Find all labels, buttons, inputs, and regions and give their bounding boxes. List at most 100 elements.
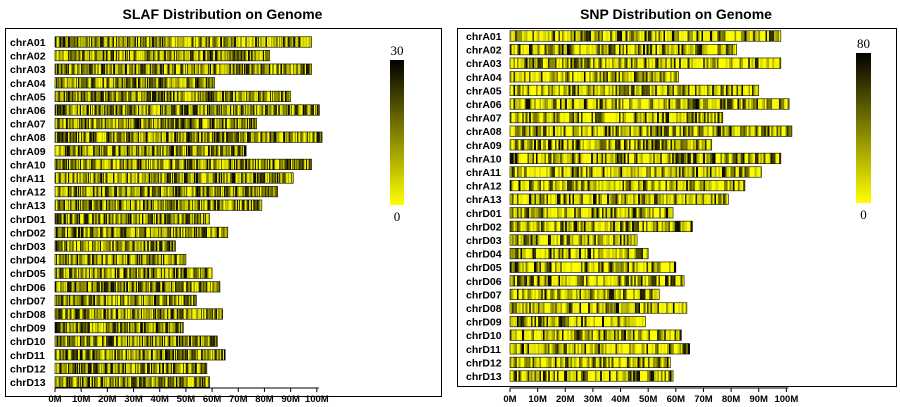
chromosome-bar: [54, 158, 312, 170]
chromosome-bar: [54, 322, 184, 334]
chromosome-label: chrD09: [466, 317, 502, 329]
chromosome-label: chrA12: [10, 187, 46, 199]
colorbar: [856, 53, 871, 203]
chromosome-label: chrD05: [10, 268, 46, 280]
chromosome-label: chrD02: [10, 227, 46, 239]
x-tick-label: 80M: [722, 394, 741, 405]
chromosome-bar: [54, 376, 210, 388]
chromosome-label: chrA07: [466, 113, 502, 125]
chromosome-bar: [509, 152, 782, 164]
chromosome-label: chrD10: [466, 330, 502, 342]
chromosome-bar: [54, 294, 197, 306]
x-tick-label: 50M: [177, 394, 196, 405]
chromosome-bar: [54, 186, 278, 198]
chromosome-bar: [54, 63, 312, 75]
chromosome-label: chrD06: [466, 276, 502, 288]
chromosome-label: chrA05: [466, 85, 502, 97]
chromosome-bar: [54, 362, 208, 374]
snp-panel: SNP Distribution on Genome 80 0 chrA01 chrA…: [452, 0, 900, 407]
chromosome-label: chrA10: [10, 159, 46, 171]
chromosome-label: chrA08: [10, 132, 46, 144]
x-tick-label: 70M: [694, 394, 713, 405]
chromosome-label: chrD01: [10, 214, 46, 226]
chromosome-label: chrD11: [466, 344, 501, 356]
chromosome-label: chrD08: [466, 303, 502, 315]
chromosome-label: chrD12: [10, 363, 46, 375]
x-tick-label: 50M: [639, 394, 658, 405]
chromosome-bar: [509, 71, 679, 83]
chromosome-bar: [509, 57, 782, 69]
x-tick-label: 0M: [48, 394, 61, 405]
chromosome-bar: [54, 254, 187, 266]
chromosome-bar: [509, 220, 693, 232]
x-tick-label: 20M: [98, 394, 117, 405]
chromosome-label: chrA03: [466, 58, 502, 70]
x-tick-label: 40M: [611, 394, 630, 405]
chromosome-bar: [509, 139, 713, 151]
chromosome-bar: [509, 207, 674, 219]
chromosome-label: chrA04: [466, 72, 502, 84]
chromosome-bar: [54, 118, 257, 130]
chromosome-label: chrD05: [466, 262, 502, 274]
chromosome-bar: [509, 356, 671, 368]
x-tick-label: 90M: [749, 394, 768, 405]
chromosome-label: chrA02: [10, 51, 46, 63]
chromosome-bar: [509, 84, 760, 96]
chromosome-label: chrA13: [10, 200, 46, 212]
chromosome-label: chrA12: [466, 181, 502, 193]
chromosome-bar: [509, 98, 790, 110]
chromosome-label: chrA04: [10, 78, 46, 90]
chromosome-label: chrD07: [10, 295, 46, 307]
x-tick-label: 90M: [281, 394, 300, 405]
chromosome-bar: [54, 335, 218, 347]
chromosome-label: chrD04: [10, 255, 46, 267]
chromosome-label: chrD01: [466, 208, 502, 220]
chromosome-bar: [54, 199, 263, 211]
chromosome-bar: [509, 248, 649, 260]
chromosome-label: chrA02: [466, 45, 502, 57]
x-tick-label: 30M: [584, 394, 603, 405]
chromosome-bar: [54, 50, 270, 62]
chromosome-bar: [509, 125, 793, 137]
chromosome-label: chrD10: [10, 336, 46, 348]
x-tick-label: 30M: [124, 394, 143, 405]
colorbar-min-label: 0: [860, 207, 867, 222]
chromosome-label: chrD07: [466, 289, 502, 301]
x-tick-label: 80M: [255, 394, 274, 405]
chromosome-label: chrD12: [466, 357, 502, 369]
chromosome-bar: [54, 172, 294, 184]
plot-frame: [5, 28, 442, 397]
chromosome-label: chrA08: [466, 126, 502, 138]
chromosome-bar: [509, 30, 782, 42]
chromosome-bar: [54, 226, 229, 238]
x-tick-label: 100M: [305, 394, 329, 405]
chromosome-label: chrA07: [10, 119, 46, 131]
chromosome-bar: [54, 104, 320, 116]
colorbar-max-label: 80: [857, 36, 870, 51]
chromosome-bar: [509, 261, 677, 273]
chromosome-label: chrD03: [10, 241, 46, 253]
colorbar-max-label: 30: [391, 43, 404, 58]
chromosome-bar: [54, 349, 226, 361]
chromosome-label: chrD03: [466, 235, 502, 247]
chromosome-label: chrD11: [10, 350, 45, 362]
chromosome-label: chrA13: [466, 194, 502, 206]
x-tick-label: 100M: [774, 394, 798, 405]
chromosome-bar: [54, 281, 221, 293]
chromosome-label: chrD02: [466, 221, 502, 233]
chromosome-bar: [54, 131, 323, 143]
chromosome-bar: [509, 316, 646, 328]
chromosome-bar: [509, 370, 674, 382]
chart-title: SNP Distribution on Genome: [580, 6, 772, 22]
colorbar-min-label: 0: [394, 209, 401, 224]
chromosome-bar: [509, 343, 690, 355]
chromosome-label: chrA06: [466, 99, 502, 111]
chromosome-bar: [509, 193, 729, 205]
colorbar: [390, 60, 404, 205]
chromosome-bar: [509, 180, 746, 192]
x-tick-label: 60M: [667, 394, 686, 405]
x-tick-label: 10M: [528, 394, 547, 405]
x-tick-label: 10M: [72, 394, 91, 405]
chromosome-bar: [54, 213, 210, 225]
